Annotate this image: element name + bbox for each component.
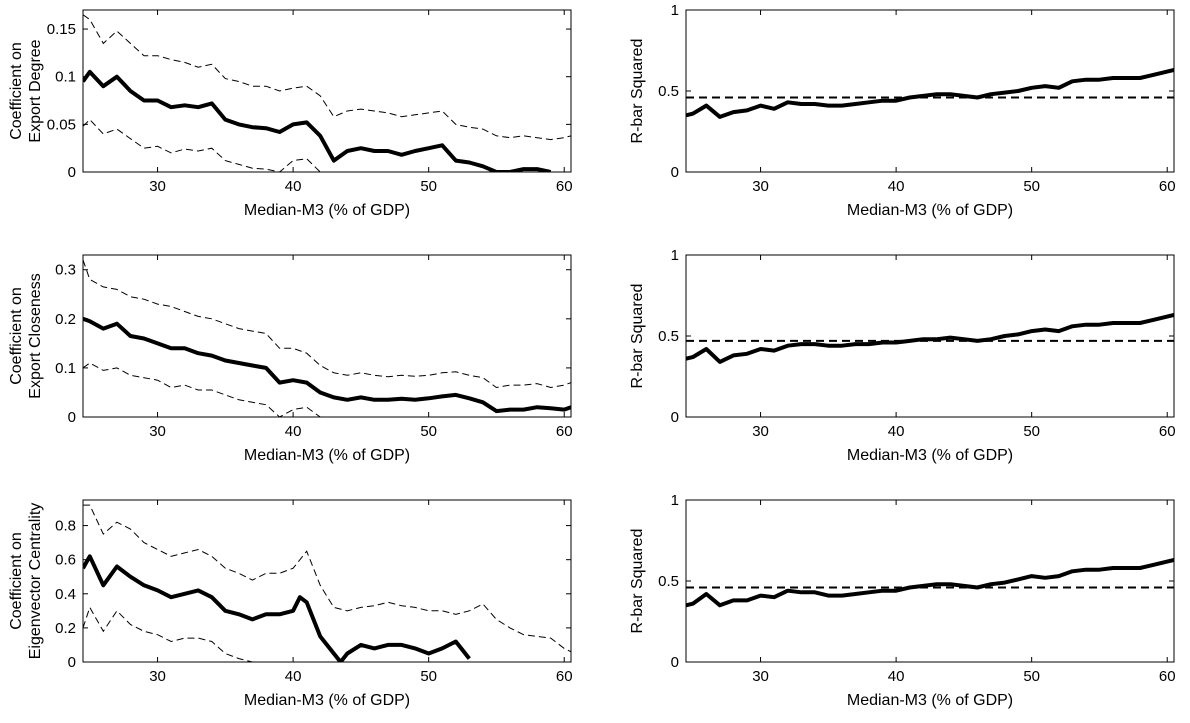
x-tick-label: 50 bbox=[1023, 423, 1040, 440]
y-tick-label: 0.05 bbox=[47, 116, 76, 133]
y-axis-label: R-bar Squared bbox=[629, 284, 646, 389]
plot-frame bbox=[82, 9, 572, 173]
x-axis-label: Median-M3 (% of GDP) bbox=[847, 202, 1013, 219]
series-estimate bbox=[83, 554, 471, 662]
panel-right-middle: 30 40 50 60 0 0.5 1 Median-M3 (% of GDP) R-bar S… bbox=[629, 247, 1176, 464]
y-axis-label: Coefficient on bbox=[8, 287, 25, 385]
series-r-bar-squared bbox=[686, 557, 1174, 608]
y-tick-label: 1 bbox=[671, 492, 679, 509]
x-tick-label: 50 bbox=[1023, 178, 1040, 195]
x-tick-label: 50 bbox=[1023, 668, 1040, 685]
y-tick-label: 0 bbox=[671, 164, 679, 181]
series-lower-band bbox=[83, 362, 334, 417]
panel-left-middle: 30 40 50 60 0 0.1 0.2 0.3 Median-M3 (% of GDP) Co… bbox=[8, 254, 573, 464]
x-tick-label: 30 bbox=[752, 668, 769, 685]
x-tick-label: 60 bbox=[1159, 178, 1176, 195]
y-tick-label: 0 bbox=[68, 654, 76, 671]
x-tick-label: 60 bbox=[556, 423, 573, 440]
y-tick-label: 0.1 bbox=[55, 69, 76, 86]
x-tick-label: 30 bbox=[149, 423, 166, 440]
x-axis-label: Median-M3 (% of GDP) bbox=[244, 447, 410, 464]
y-tick-label: 0.8 bbox=[55, 518, 76, 535]
x-tick-label: 40 bbox=[888, 668, 905, 685]
y-tick-label: 0.3 bbox=[55, 262, 76, 279]
series-lower-band bbox=[83, 606, 253, 662]
x-tick-label: 60 bbox=[1159, 423, 1176, 440]
x-tick-label: 30 bbox=[149, 178, 166, 195]
x-axis-label: Median-M3 (% of GDP) bbox=[847, 447, 1013, 464]
panel-left-top: 30 40 50 60 0 0.05 0.1 0.15 Median-M3 (% of GDP)… bbox=[8, 9, 573, 219]
x-tick-label: 60 bbox=[556, 178, 573, 195]
x-tick-label: 40 bbox=[888, 178, 905, 195]
y-tick-label: 1 bbox=[671, 247, 679, 264]
y-axis-label: R-bar Squared bbox=[629, 39, 646, 144]
x-tick-label: 60 bbox=[1159, 668, 1176, 685]
series-lower-band bbox=[83, 118, 334, 172]
x-axis-label: Median-M3 (% of GDP) bbox=[847, 692, 1013, 709]
x-tick-label: 50 bbox=[420, 423, 437, 440]
x-tick-label: 40 bbox=[285, 178, 302, 195]
x-tick-label: 40 bbox=[285, 668, 302, 685]
y-axis-label: R-bar Squared bbox=[629, 529, 646, 634]
plot-frame bbox=[685, 499, 1175, 663]
y-tick-label: 0.1 bbox=[55, 360, 76, 377]
x-axis-label: Median-M3 (% of GDP) bbox=[244, 202, 410, 219]
y-tick-label: 0 bbox=[68, 164, 76, 181]
x-tick-label: 40 bbox=[888, 423, 905, 440]
y-tick-label: 0.2 bbox=[55, 311, 76, 328]
panel-right-bottom: 30 40 50 60 0 0.5 1 Median-M3 (% of GDP) R-bar S… bbox=[629, 492, 1176, 709]
y-tick-label: 0 bbox=[671, 654, 679, 671]
y-tick-label: 0 bbox=[671, 409, 679, 426]
series-upper-band bbox=[83, 504, 571, 653]
y-axis-label: Export Degree bbox=[27, 39, 44, 142]
x-tick-label: 30 bbox=[752, 423, 769, 440]
y-axis-label: Eigenvector Centrality bbox=[27, 503, 44, 660]
plot-frame bbox=[685, 9, 1175, 173]
x-tick-label: 60 bbox=[556, 668, 573, 685]
series-estimate bbox=[83, 69, 552, 172]
y-tick-label: 0.5 bbox=[658, 83, 679, 100]
y-tick-label: 0.2 bbox=[55, 620, 76, 637]
y-axis-label: Coefficient on bbox=[8, 42, 25, 140]
x-tick-label: 50 bbox=[420, 178, 437, 195]
panel-left-bottom: 30 40 50 60 0 0.2 0.4 0.6 0.8 Median-M3 (% of GDP… bbox=[8, 499, 573, 709]
series-upper-band bbox=[83, 259, 571, 389]
y-axis-label: Export Closeness bbox=[27, 273, 44, 398]
y-tick-label: 0.5 bbox=[658, 573, 679, 590]
y-axis-label: Coefficient on bbox=[8, 532, 25, 630]
x-tick-label: 30 bbox=[149, 668, 166, 685]
series-r-bar-squared bbox=[686, 312, 1174, 364]
x-tick-label: 30 bbox=[752, 178, 769, 195]
x-tick-label: 50 bbox=[420, 668, 437, 685]
plot-frame bbox=[685, 254, 1175, 418]
series-estimate bbox=[83, 316, 571, 414]
y-tick-label: 0.5 bbox=[658, 328, 679, 345]
x-tick-label: 40 bbox=[285, 423, 302, 440]
y-tick-label: 1 bbox=[671, 2, 679, 19]
plot-frame bbox=[82, 254, 572, 418]
plot-frame bbox=[82, 499, 572, 663]
y-tick-label: 0.15 bbox=[47, 21, 76, 38]
y-tick-label: 0.6 bbox=[55, 552, 76, 569]
x-axis-label: Median-M3 (% of GDP) bbox=[244, 692, 410, 709]
y-tick-label: 0 bbox=[68, 409, 76, 426]
panel-right-top: 30 40 50 60 0 0.5 1 Median-M3 (% of GDP) R-bar S… bbox=[629, 2, 1176, 219]
series-r-bar-squared bbox=[686, 67, 1174, 119]
y-tick-label: 0.4 bbox=[55, 586, 76, 603]
series-upper-band bbox=[83, 14, 571, 141]
